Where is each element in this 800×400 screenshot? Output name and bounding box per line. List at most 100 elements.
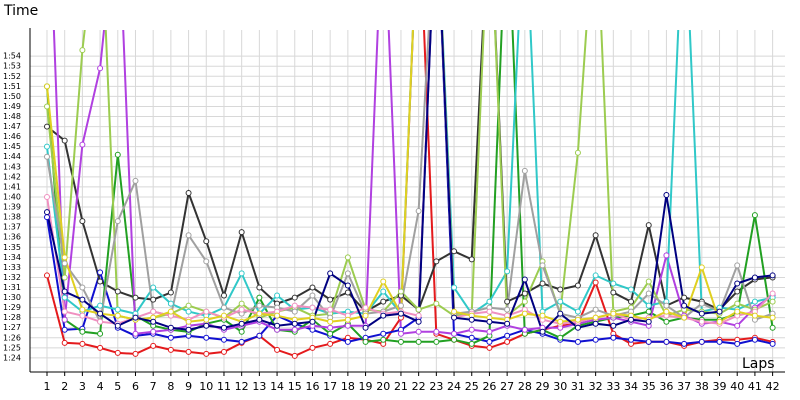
lap-marker xyxy=(557,334,564,341)
lap-marker xyxy=(539,262,546,269)
lap-marker xyxy=(203,308,210,315)
y-tick-label: 1:53 xyxy=(3,62,21,71)
x-tick-label: 35 xyxy=(642,380,656,393)
x-tick-label: 34 xyxy=(624,380,638,393)
lap-marker xyxy=(521,167,528,174)
lap-marker xyxy=(681,302,688,309)
lap-marker xyxy=(628,316,635,323)
lap-marker xyxy=(61,274,68,281)
lap-marker xyxy=(504,320,511,327)
lap-marker xyxy=(185,308,192,315)
lap-marker xyxy=(114,306,121,313)
lap-marker xyxy=(486,328,493,335)
lap-marker xyxy=(256,310,263,317)
lap-marker xyxy=(79,312,86,319)
y-tick-label: 1:47 xyxy=(3,122,21,131)
x-tick-label: 38 xyxy=(695,380,709,393)
lap-marker xyxy=(61,288,68,295)
lap-marker xyxy=(327,324,334,331)
lap-marker xyxy=(592,336,599,343)
lap-marker xyxy=(451,330,458,337)
y-tick-label: 1:31 xyxy=(3,283,21,292)
x-tick-label: 19 xyxy=(359,380,373,393)
y-tick-label: 1:29 xyxy=(3,303,21,312)
lap-marker xyxy=(698,338,705,345)
lap-marker xyxy=(486,344,493,351)
lap-marker xyxy=(43,193,50,200)
lap-marker xyxy=(150,318,157,325)
lap-marker xyxy=(291,294,298,301)
lap-marker xyxy=(734,308,741,315)
lap-marker xyxy=(150,328,157,335)
lap-marker xyxy=(415,338,422,345)
lap-marker xyxy=(309,284,316,291)
lap-marker xyxy=(681,314,688,321)
lap-marker xyxy=(43,214,50,221)
lap-marker xyxy=(61,308,68,315)
lap-marker xyxy=(681,340,688,347)
series-line xyxy=(46,30,773,313)
lap-marker xyxy=(132,294,139,301)
lap-marker xyxy=(79,328,86,335)
lap-marker xyxy=(43,143,50,150)
lap-marker xyxy=(415,312,422,319)
y-tick-label: 1:48 xyxy=(3,112,21,121)
lap-marker xyxy=(521,276,528,283)
lap-marker xyxy=(574,282,581,289)
lap-marker xyxy=(521,326,528,333)
lap-marker xyxy=(486,318,493,325)
lap-marker xyxy=(468,326,475,333)
x-tick-label: 23 xyxy=(429,380,443,393)
lap-marker xyxy=(185,189,192,196)
lap-marker xyxy=(504,306,511,313)
lap-marker xyxy=(769,272,776,279)
x-tick-label: 16 xyxy=(305,380,319,393)
lap-marker xyxy=(79,306,86,313)
y-tick-label: 1:40 xyxy=(3,192,21,201)
lap-marker xyxy=(344,270,351,277)
x-tick-label: 29 xyxy=(536,380,550,393)
lap-marker xyxy=(397,330,404,337)
lap-marker xyxy=(327,330,334,337)
lap-marker xyxy=(574,149,581,156)
x-tick-label: 32 xyxy=(589,380,603,393)
x-tick-label: 13 xyxy=(252,380,266,393)
lap-marker xyxy=(256,284,263,291)
x-tick-label: 1 xyxy=(43,380,50,393)
lap-marker xyxy=(397,338,404,345)
x-axis-label: Laps xyxy=(742,356,775,372)
y-tick-label: 1:26 xyxy=(3,333,21,342)
lap-marker xyxy=(698,264,705,271)
x-tick-label: 37 xyxy=(677,380,691,393)
lap-marker xyxy=(220,312,227,319)
x-tick-label: 17 xyxy=(323,380,337,393)
x-tick-label: 39 xyxy=(713,380,727,393)
lap-marker xyxy=(61,339,68,346)
lap-marker xyxy=(751,298,758,305)
lap-marker xyxy=(610,289,617,296)
lap-marker xyxy=(557,298,564,305)
y-tick-label: 1:32 xyxy=(3,273,21,282)
lap-marker xyxy=(132,314,139,321)
lap-marker xyxy=(610,310,617,317)
x-tick-label: 4 xyxy=(97,380,104,393)
series-line xyxy=(46,30,773,334)
lap-marker xyxy=(167,346,174,353)
y-tick-label: 1:46 xyxy=(3,132,21,141)
lap-marker xyxy=(451,308,458,315)
y-tick-label: 1:43 xyxy=(3,162,21,171)
lap-marker xyxy=(716,338,723,345)
x-tick-label: 9 xyxy=(185,380,192,393)
lap-marker xyxy=(645,290,652,297)
lap-marker xyxy=(592,232,599,239)
lap-marker xyxy=(451,248,458,255)
lap-marker xyxy=(397,302,404,309)
lap-marker xyxy=(468,256,475,263)
lap-marker xyxy=(274,346,281,353)
tick-labels: 1:241:251:261:271:281:291:301:311:321:33… xyxy=(3,52,780,393)
lap-marker xyxy=(97,269,104,276)
lap-marker xyxy=(592,279,599,286)
lap-marker xyxy=(663,338,670,345)
lap-marker xyxy=(380,336,387,343)
lap-marker xyxy=(61,316,68,323)
